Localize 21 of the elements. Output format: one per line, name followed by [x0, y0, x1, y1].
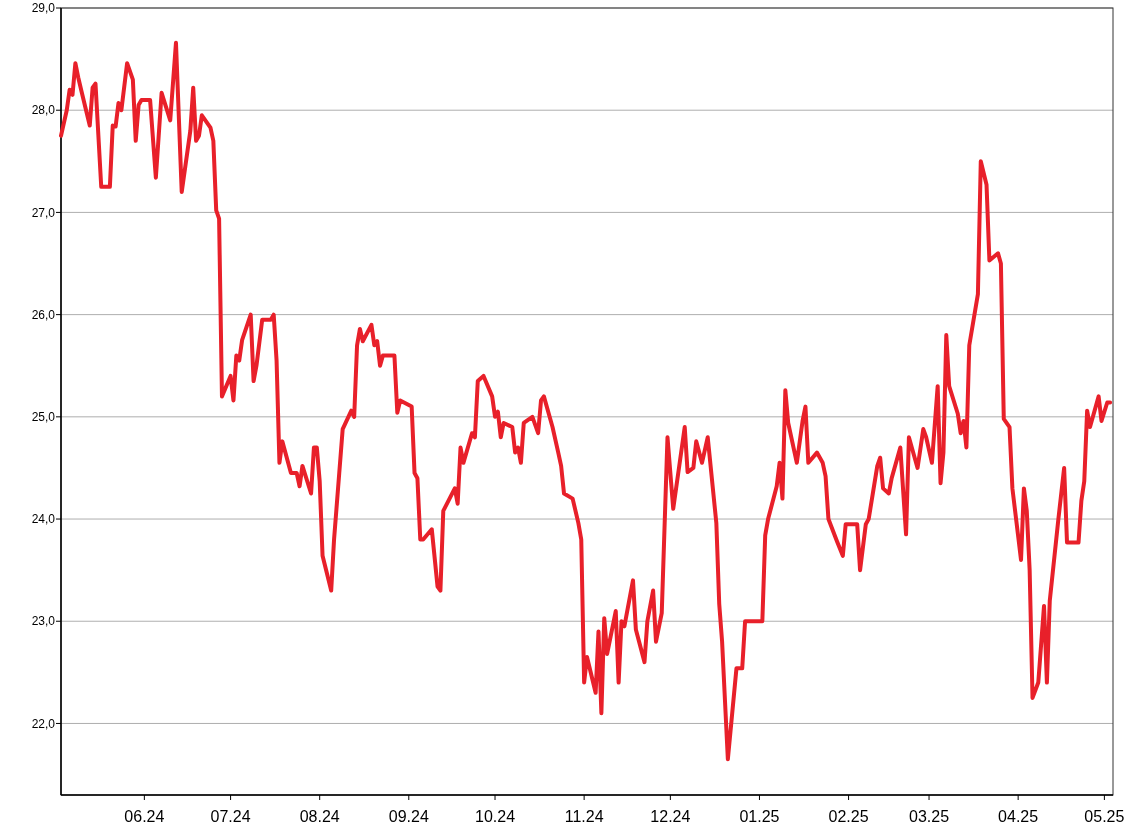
y-tick-label: 28,0 [31, 103, 56, 118]
x-tick-label: 10.24 [475, 808, 516, 825]
y-tick-label: 24,0 [31, 512, 56, 527]
y-tick-label: 25,0 [31, 410, 56, 425]
y-tick-label: 22,0 [31, 716, 56, 731]
line-series [59, 40, 1113, 762]
y-tick-label: 27,0 [31, 205, 56, 220]
x-tick-label: 04.25 [998, 808, 1039, 825]
x-tick-label: 05.25 [1084, 808, 1125, 825]
x-tick-label: 08.24 [299, 808, 340, 825]
y-tick-label: 23,0 [31, 614, 56, 629]
x-tick-label: 07.24 [210, 808, 251, 825]
y-tick-label: 26,0 [31, 307, 56, 322]
x-tick-label: 09.24 [388, 808, 429, 825]
x-tick-label: 11.24 [564, 808, 604, 825]
x-tick-label: 01.25 [739, 808, 780, 825]
x-tick-label: 12.24 [650, 808, 691, 825]
x-tick-label: 02.25 [828, 808, 869, 825]
x-tick-label: 06.24 [124, 808, 165, 825]
x-tick-label: 03.25 [909, 808, 950, 825]
y-tick-label: 29,0 [31, 1, 56, 16]
